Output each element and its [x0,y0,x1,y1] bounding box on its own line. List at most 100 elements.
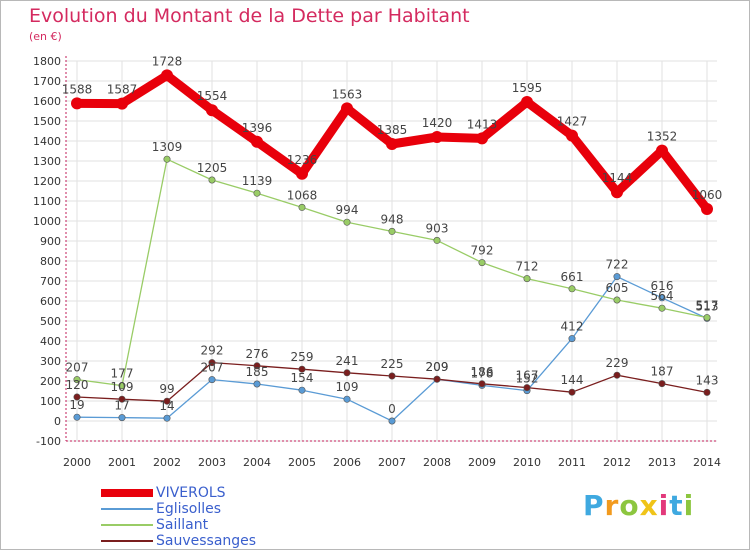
data-label-sauvessanges: 225 [381,357,404,371]
y-tick-label: 1500 [33,115,61,128]
data-point-viverols [701,203,713,215]
x-tick-label: 2007 [378,456,406,469]
data-point-eglisolles [388,417,396,425]
y-tick-label: 1700 [33,75,61,88]
y-tick-label: 100 [40,395,61,408]
data-point-saillant [298,203,306,211]
data-label-sauvessanges: 167 [516,369,539,383]
x-tick-label: 2003 [198,456,226,469]
data-point-viverols [341,102,353,115]
data-point-eglisolles [73,413,81,421]
data-point-saillant [163,155,171,163]
data-label-viverols: 1352 [647,130,678,144]
data-point-sauvessanges [73,393,81,401]
data-label-viverols: 1144 [602,171,633,185]
data-label-eglisolles: 19 [69,398,84,412]
data-point-viverols [386,138,398,150]
logo-letter: i [683,489,695,522]
legend-label: Saillant [156,517,209,533]
data-label-viverols: 1563 [332,87,363,101]
data-point-saillant [613,296,621,304]
legend-swatch [101,540,153,542]
data-point-sauvessanges [568,388,576,396]
x-tick-label: 2008 [423,456,451,469]
data-label-saillant: 792 [471,244,494,258]
y-tick-label: 700 [40,275,61,288]
y-tick-label: 600 [40,295,61,308]
data-label-viverols: 1396 [242,121,273,135]
y-tick-label: 1600 [33,95,61,108]
data-point-viverols [251,135,263,148]
data-point-viverols [296,167,308,180]
data-label-saillant: 712 [516,260,539,274]
x-tick-label: 2009 [468,456,496,469]
data-label-sauvessanges: 209 [426,360,449,374]
data-label-viverols: 1728 [152,54,183,68]
y-tick-label: 300 [40,355,61,368]
data-label-viverols: 1587 [107,83,138,97]
data-point-viverols [566,129,578,142]
x-tick-label: 2014 [693,456,721,469]
data-label-eglisolles: 17 [114,399,129,413]
data-point-saillant [658,304,666,312]
data-label-eglisolles: 207 [201,361,224,375]
legend-label: Sauvessanges [156,533,257,549]
data-point-eglisolles [613,273,621,281]
legend-swatch [101,508,153,510]
y-tick-label: 0 [54,415,61,428]
x-tick-label: 2004 [243,456,271,469]
data-point-saillant [118,382,126,390]
logo-letter: P [583,489,605,522]
data-point-saillant [343,218,351,226]
x-tick-label: 2001 [108,456,136,469]
data-point-sauvessanges [253,362,261,370]
chart-title: Evolution du Montant de la Dette par Hab… [29,5,470,27]
data-label-sauvessanges: 292 [201,344,224,358]
data-label-saillant: 661 [561,270,584,284]
data-label-saillant: 1205 [197,161,228,175]
data-label-viverols: 1413 [467,117,498,131]
data-label-eglisolles: 178 [471,366,494,380]
y-tick-label: -100 [36,435,61,448]
data-point-sauvessanges [118,395,126,403]
data-label-viverols: 1554 [197,89,228,103]
data-label-eglisolles: 109 [336,380,359,394]
data-label-viverols: 1420 [422,116,453,130]
data-label-saillant: 948 [381,212,404,226]
logo-letter: x [639,489,659,522]
data-label-sauvessanges: 99 [159,382,174,396]
data-label-saillant: 1309 [152,140,183,154]
data-point-saillant [433,236,441,244]
data-label-eglisolles: 616 [651,279,674,293]
legend-swatch [101,524,153,526]
x-tick-label: 2006 [333,456,361,469]
logo-letter: i [658,489,670,522]
x-tick-label: 2011 [558,456,586,469]
data-label-sauvessanges: 143 [696,373,719,387]
x-tick-label: 2005 [288,456,316,469]
data-point-sauvessanges [523,384,531,392]
data-label-sauvessanges: 120 [66,378,89,392]
x-tick-label: 2000 [63,456,91,469]
data-label-sauvessanges: 259 [291,350,314,364]
data-point-eglisolles [253,380,261,388]
data-label-viverols: 1588 [62,82,93,96]
data-label-eglisolles: 152 [516,372,539,386]
data-label-saillant: 605 [606,281,629,295]
data-point-viverols [116,97,128,110]
x-tick-label: 2010 [513,456,541,469]
data-label-saillant: 564 [651,289,674,303]
data-point-viverols [206,104,218,117]
data-point-eglisolles [163,414,171,422]
data-point-viverols [161,69,173,82]
data-point-saillant [568,285,576,293]
data-label-sauvessanges: 144 [561,373,584,387]
y-tick-label: 500 [40,315,61,328]
data-point-viverols [71,97,83,110]
data-point-sauvessanges [208,359,216,367]
logo-letter: t [669,489,684,522]
data-label-saillant: 903 [426,221,449,235]
data-point-eglisolles [568,335,576,343]
y-tick-label: 1200 [33,175,61,188]
